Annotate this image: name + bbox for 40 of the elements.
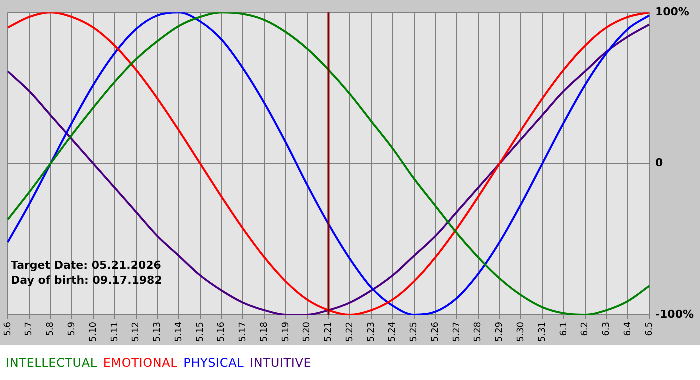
x-tick-label: 5.14 [174,322,184,342]
x-tick-label: 5.8 [46,322,56,336]
x-tick-label: 5.12 [132,322,142,342]
x-tick-label: 5.21 [324,322,334,342]
x-tick-label: 5.17 [238,322,249,342]
x-tick-label: 5.27 [452,322,462,342]
x-tick-label: 5.13 [153,322,164,342]
text: INTUITIVE [250,356,312,370]
text: PHYSICAL [184,356,244,370]
x-tick-label: 5.18 [260,322,270,342]
x-tick-label: 5.26 [430,322,441,342]
x-tick-label: 5.24 [388,322,398,342]
x-tick-label: 5.23 [366,322,377,342]
x-tick-label: 5.31 [538,322,548,342]
x-tick-label: 5.7 [24,322,35,336]
x-tick-label: 5.10 [88,322,99,342]
text: EMOTIONAL [103,356,178,370]
x-tick-label: 5.9 [67,322,78,336]
x-tick-label: 5.15 [196,322,206,342]
x-tick-label: 5.25 [410,322,420,342]
y-tick-label: -100% [655,308,694,321]
x-tick-label: 5.20 [302,322,313,342]
x-tick-label: 5.16 [217,322,228,342]
text: INTELLECTUAL [6,356,98,370]
y-tick-label: 100% [655,5,690,18]
x-tick-label: 5.30 [516,322,527,342]
x-tick-label: 6.3 [602,322,612,336]
x-tick-label: 5.28 [474,322,484,342]
x-tick-label: 5.19 [281,322,292,342]
x-tick-label: 5.29 [495,322,506,342]
x-tick-label: 5.11 [110,322,120,342]
x-tick-label: 6.2 [580,322,591,336]
x-tick-label: 5.22 [345,322,356,342]
annotation: Day of birth: 09.17.1982 [11,274,162,287]
x-tick-label: 6.4 [623,322,634,336]
x-tick-label: 6.5 [644,322,655,336]
y-tick-label: 0 [655,156,664,170]
x-tick-label: 6.1 [559,322,570,336]
x-tick-label: 5.6 [3,322,14,336]
annotation: Target Date: 05.21.2026 [11,258,162,272]
